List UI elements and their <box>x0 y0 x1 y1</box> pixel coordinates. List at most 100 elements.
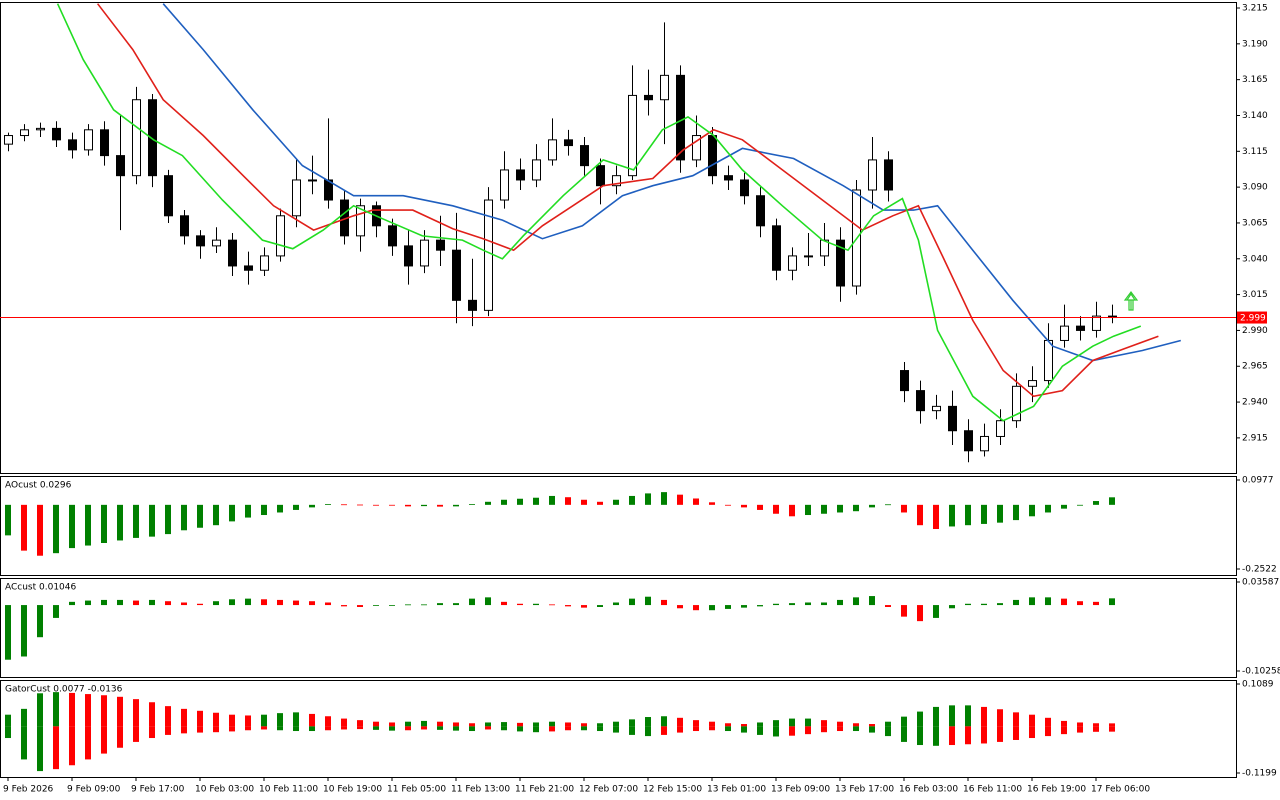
candle-body <box>116 155 125 177</box>
histogram-bar <box>165 504 171 535</box>
histogram-bar <box>197 504 203 528</box>
moving-average-line <box>162 3 1182 362</box>
histogram-bar <box>357 726 363 730</box>
histogram-bar <box>37 605 43 638</box>
histogram-bar <box>405 504 411 507</box>
histogram-bar <box>197 710 203 727</box>
candle-body <box>164 175 173 217</box>
histogram-bar <box>997 726 1003 742</box>
candle-body <box>628 94 637 177</box>
y-tick-label: 3.015 <box>1242 290 1268 300</box>
histogram-bar <box>629 726 635 735</box>
histogram-bar <box>1029 726 1035 739</box>
histogram-bar <box>389 726 395 731</box>
candle-body <box>52 127 61 141</box>
histogram-bar <box>389 722 395 727</box>
histogram-bar <box>21 504 27 551</box>
histogram-bar <box>181 708 187 727</box>
histogram-bar <box>485 597 491 606</box>
candle-body <box>1044 339 1053 382</box>
candle-body <box>660 74 669 101</box>
histogram-bar <box>469 723 475 727</box>
x-tick-label: 10 Feb 19:00 <box>323 785 382 795</box>
histogram-bar <box>1093 601 1099 606</box>
candle-body <box>212 239 221 247</box>
histogram-bar <box>453 726 459 731</box>
y-tick-label: 3.140 <box>1242 111 1268 121</box>
histogram-bar <box>981 706 987 727</box>
histogram-bar <box>53 726 59 770</box>
histogram-bar <box>885 605 891 607</box>
histogram-bar <box>245 726 251 731</box>
histogram-bar <box>437 603 443 606</box>
histogram-bar <box>837 599 843 606</box>
histogram-bar <box>485 722 491 727</box>
y-tick-label: 2.915 <box>1242 433 1268 443</box>
histogram-bar <box>677 726 683 733</box>
histogram-bar <box>949 605 955 609</box>
histogram-bar <box>101 726 107 754</box>
histogram-bar <box>981 504 987 524</box>
candle-body <box>756 195 765 227</box>
x-tick-label: 12 Feb 15:00 <box>643 785 702 795</box>
histogram-bar <box>757 726 763 735</box>
histogram-bar <box>597 723 603 727</box>
histogram-bar <box>293 504 299 510</box>
histogram-bar <box>821 504 827 514</box>
histogram-bar <box>469 598 475 606</box>
y-tick-label: 3.215 <box>1242 4 1268 14</box>
signal-arrow <box>1123 291 1139 311</box>
histogram-bar <box>869 724 875 727</box>
candle-body <box>740 179 749 197</box>
candle-body <box>1028 380 1037 387</box>
histogram-bar <box>805 726 811 735</box>
candle-body <box>804 255 813 258</box>
histogram-bar <box>869 726 875 733</box>
histogram-bar <box>645 726 651 737</box>
histogram-bar <box>213 712 219 727</box>
histogram-bar <box>485 726 491 730</box>
histogram-bar <box>661 726 667 735</box>
histogram-bar <box>997 603 1003 606</box>
histogram-bar <box>1077 722 1083 727</box>
histogram-bar <box>165 706 171 727</box>
panel-frame <box>0 2 1237 474</box>
histogram-bar <box>1045 597 1051 606</box>
histogram-bar <box>517 722 523 727</box>
x-tick-label: 10 Feb 03:00 <box>195 785 254 795</box>
histogram-bar <box>405 726 411 731</box>
histogram-bar <box>805 602 811 606</box>
histogram-bar <box>117 599 123 606</box>
histogram-bar <box>165 726 171 735</box>
histogram-bar <box>901 605 907 617</box>
candle-body <box>356 205 365 237</box>
candle-body <box>148 99 157 177</box>
candle-body <box>196 235 205 247</box>
x-tick-label: 11 Feb 21:00 <box>515 785 574 795</box>
histogram-bar <box>149 599 155 606</box>
histogram-bar <box>533 603 539 606</box>
candle-body <box>964 430 973 452</box>
histogram-bar <box>933 706 939 727</box>
histogram-bar <box>837 721 843 727</box>
candle-body <box>84 129 93 151</box>
y-tick-label: 2.990 <box>1242 326 1268 336</box>
candle-body <box>996 420 1005 437</box>
moving-average-line <box>56 3 1142 422</box>
histogram-bar <box>1029 714 1035 727</box>
histogram-bar <box>693 720 699 727</box>
histogram-bar <box>1109 723 1115 727</box>
histogram-bar <box>229 714 235 727</box>
histogram-bar <box>885 726 891 737</box>
candle-body <box>276 215 285 257</box>
histogram-bar <box>21 708 27 727</box>
histogram-bar <box>741 605 747 608</box>
candle-body <box>36 127 45 131</box>
x-tick-label: 11 Feb 05:00 <box>387 785 446 795</box>
histogram-bar <box>597 605 603 607</box>
candle-body <box>772 225 781 271</box>
histogram-bar <box>37 504 43 556</box>
histogram-bar <box>245 598 251 606</box>
histogram-bar <box>181 602 187 606</box>
histogram-bar <box>357 720 363 727</box>
